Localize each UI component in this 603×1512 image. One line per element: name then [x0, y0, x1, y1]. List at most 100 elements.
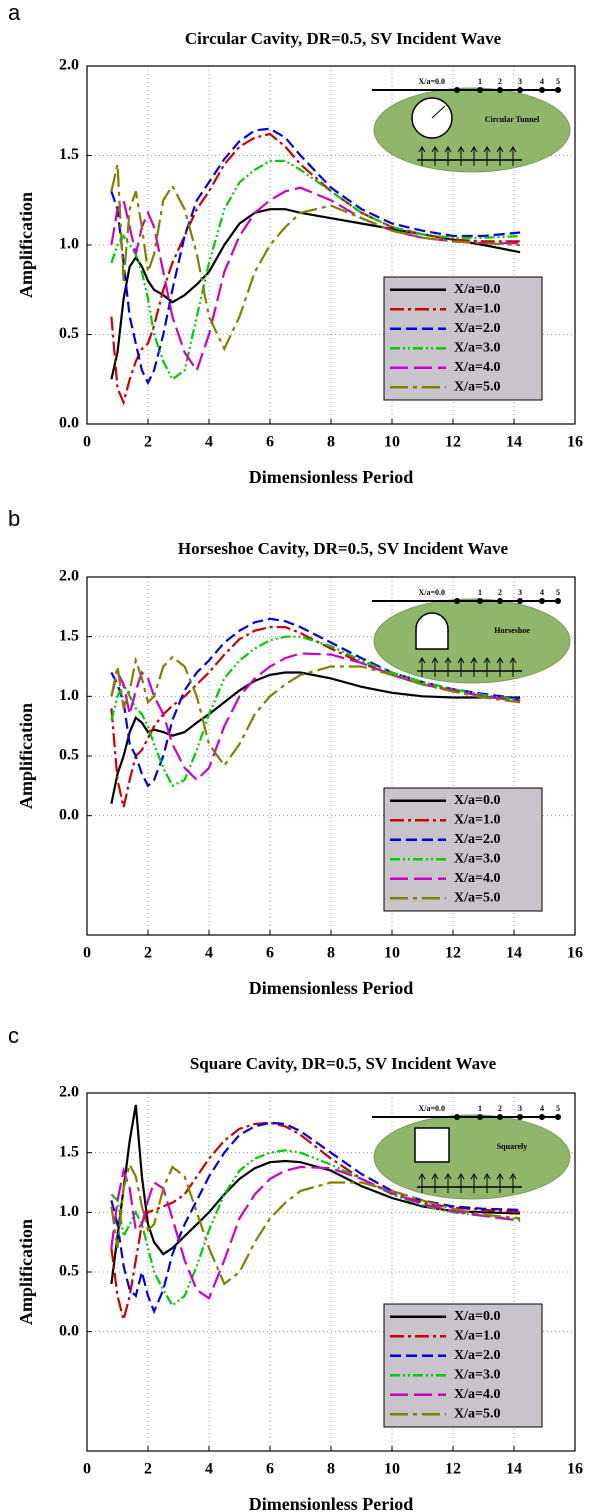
y-axis-label: Amplification: [16, 192, 36, 298]
inset-arrow: [509, 657, 517, 677]
inset-label: 2: [498, 77, 502, 86]
legend-label: X/a=3.0: [454, 851, 500, 866]
legend-label: X/a=4.0: [454, 871, 500, 886]
inset-caption: Circular Tunnel: [485, 115, 540, 124]
y-tick-label: 1.0: [59, 236, 79, 253]
x-tick-label: 10: [384, 1461, 400, 1478]
inset-station: [555, 87, 561, 93]
inset-caption: Horseshoe: [494, 626, 530, 635]
inset-label: 2: [498, 588, 502, 597]
y-tick-label: 1.5: [59, 1143, 79, 1160]
x-tick-label: 0: [83, 1461, 91, 1478]
legend-label: X/a=5.0: [454, 890, 500, 905]
x-tick-label: 6: [266, 434, 274, 451]
series-line: [110, 1165, 521, 1300]
y-tick-label: 2.0: [59, 568, 79, 585]
inset-label: 1: [478, 77, 482, 86]
y-tick-label: 0.5: [59, 325, 79, 342]
inset-label: 5: [556, 77, 560, 86]
x-tick-label: 16: [567, 434, 583, 451]
inset-label: X/a=0.0: [418, 588, 445, 597]
inset-station: [477, 87, 483, 93]
legend-label: X/a=5.0: [454, 379, 500, 394]
inset-station: [477, 1114, 483, 1120]
inset-arrow: [470, 146, 478, 166]
inset-arrow: [418, 1173, 426, 1193]
inset-station: [555, 1114, 561, 1120]
x-tick-label: 4: [205, 1461, 213, 1478]
plot-frame: [86, 1092, 576, 1452]
x-axis-label: Dimensionless Period: [249, 1494, 414, 1512]
panel-label: a: [8, 0, 21, 25]
inset-arrow: [470, 1173, 478, 1193]
series-line: [110, 1121, 521, 1315]
y-tick-label: 0.0: [59, 415, 79, 432]
inset-arrow: [483, 146, 491, 166]
legend-box: [383, 787, 543, 912]
legend-label: X/a=2.0: [454, 832, 500, 847]
inset-label: 5: [556, 588, 560, 597]
x-tick-label: 2: [144, 434, 152, 451]
y-tick-label: 0.0: [59, 806, 79, 823]
inset-arrow: [444, 146, 452, 166]
legend-label: X/a=1.0: [454, 812, 500, 827]
inset-label: 4: [540, 1104, 544, 1113]
x-tick-label: 4: [205, 434, 213, 451]
y-tick-label: 2.0: [59, 57, 79, 74]
series-line: [110, 617, 521, 788]
inset-station: [539, 598, 545, 604]
inset-label: X/a=0.0: [418, 77, 445, 86]
y-axis-label: Amplification: [16, 703, 36, 809]
inset-arrow: [496, 657, 504, 677]
inset-arrow: [509, 146, 517, 166]
inset-arrow: [444, 657, 452, 677]
chart-title: Horseshoe Cavity, DR=0.5, SV Incident Wa…: [178, 539, 509, 558]
x-axis-label: Dimensionless Period: [249, 467, 414, 487]
inset-arrow: [457, 146, 465, 166]
inset-arrow: [431, 146, 439, 166]
series-line: [110, 635, 521, 788]
inset-label: 3: [518, 77, 522, 86]
series-line: [110, 1161, 521, 1286]
inset-label: 1: [478, 588, 482, 597]
x-tick-label: 8: [327, 945, 335, 962]
y-tick-label: 0.5: [59, 747, 79, 764]
inset-station: [517, 598, 523, 604]
inset-arrow: [444, 1173, 452, 1193]
inset-arrow: [483, 1173, 491, 1193]
inset-arrow: [509, 1173, 517, 1193]
series-line: [110, 671, 521, 804]
x-tick-label: 0: [83, 945, 91, 962]
inset-arrow: [496, 146, 504, 166]
legend-label: X/a=5.0: [454, 1406, 500, 1421]
inset-arrow: [496, 1173, 504, 1193]
series-line: [110, 127, 521, 386]
x-tick-label: 2: [144, 1461, 152, 1478]
y-axis-label: Amplification: [16, 1219, 36, 1325]
x-tick-label: 0: [83, 434, 91, 451]
plot-frame: [86, 65, 576, 425]
x-tick-label: 6: [266, 945, 274, 962]
inset-arrow: [483, 657, 491, 677]
x-tick-label: 16: [567, 945, 583, 962]
x-tick-label: 16: [567, 1461, 583, 1478]
inset-station: [497, 1114, 503, 1120]
series-line: [110, 1104, 521, 1285]
x-tick-label: 8: [327, 1461, 335, 1478]
inset-station: [517, 1114, 523, 1120]
inset-station: [454, 598, 460, 604]
inset-radius: [431, 105, 446, 119]
legend-label: X/a=4.0: [454, 360, 500, 375]
legend-label: X/a=0.0: [454, 1309, 500, 1324]
inset-station: [497, 87, 503, 93]
y-tick-label: 1.0: [59, 1203, 79, 1220]
legend-label: X/a=4.0: [454, 1387, 500, 1402]
legend-label: X/a=1.0: [454, 1328, 500, 1343]
x-axis-label: Dimensionless Period: [249, 978, 414, 998]
chart-panel: a Circular Cavity, DR=0.5, SV Incident Wa…: [8, 0, 583, 487]
inset-label: 3: [518, 588, 522, 597]
plot-frame: [86, 576, 576, 936]
inset-label: 3: [518, 1104, 522, 1113]
inset-station: [539, 87, 545, 93]
